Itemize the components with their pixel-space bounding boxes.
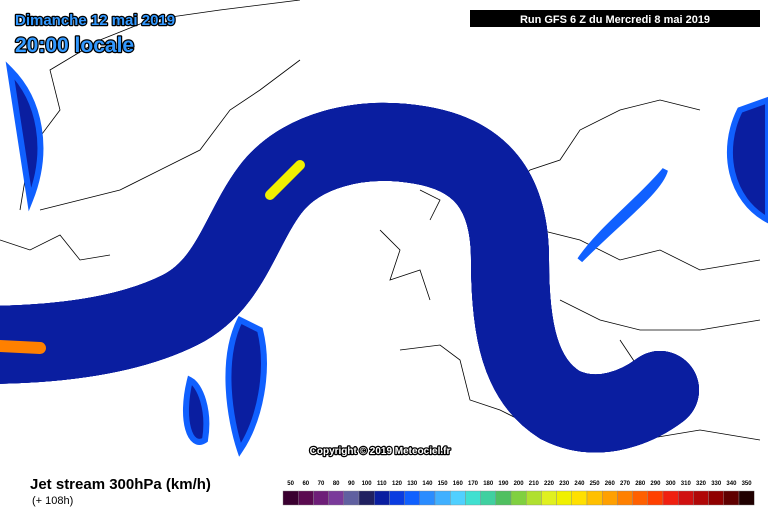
legend-value: 180 (483, 481, 494, 487)
legend-value: 230 (559, 481, 570, 487)
legend-value: 320 (696, 481, 707, 487)
date: Dimanche 12 mai 2019 (15, 12, 175, 29)
legend: 50 60 70 80 90 100 110 120 130 140 150 160 170 180 190… (282, 481, 755, 506)
legend-swatch (571, 490, 588, 506)
legend-value: 210 (529, 481, 540, 487)
legend-swatch (419, 490, 436, 506)
copyright: Copyright © 2019 Meteociel.fr (310, 446, 451, 457)
legend-swatch (434, 490, 451, 506)
legend-swatch (617, 490, 633, 506)
legend-swatch (526, 490, 542, 506)
footer-title: Jet stream 300hPa (km/h) (30, 476, 211, 493)
legend-value: 250 (590, 481, 601, 487)
legend-swatch (602, 490, 618, 506)
legend-value: 190 (498, 481, 509, 487)
legend-value: 100 (362, 481, 373, 487)
run-info: Run GFS 6 Z du Mercredi 8 mai 2019 (520, 14, 710, 26)
legend-value: 290 (650, 481, 661, 487)
legend-swatch (298, 490, 314, 506)
legend-swatch (647, 490, 664, 506)
legend-value: 60 (302, 481, 309, 487)
legend-swatch (465, 490, 481, 506)
jet-stream (0, 142, 699, 413)
legend-value: 150 (438, 481, 449, 487)
legend-value: 110 (377, 481, 387, 487)
legend-swatch (738, 490, 755, 506)
legend-value: 350 (742, 481, 753, 487)
legend-value: 90 (348, 481, 355, 487)
legend-swatch (586, 490, 603, 506)
legend-swatch (556, 490, 572, 506)
legend-value: 200 (514, 481, 525, 487)
legend-value: 140 (422, 481, 433, 487)
run-box (470, 10, 760, 27)
legend-value: 70 (318, 481, 325, 487)
time: 20:00 locale (15, 34, 134, 57)
legend-value: 280 (635, 481, 646, 487)
legend-value: 300 (666, 481, 677, 487)
legend-swatch (662, 490, 679, 506)
legend-swatch (389, 490, 405, 506)
legend-swatch (708, 490, 724, 506)
legend-swatch (510, 490, 527, 506)
legend-swatch (480, 490, 497, 506)
legend-value: 270 (620, 481, 631, 487)
legend-value: 80 (333, 481, 340, 487)
legend-value: 160 (453, 481, 464, 487)
legend-swatch (282, 490, 299, 506)
legend-value: 310 (681, 481, 692, 487)
legend-swatch (693, 490, 709, 506)
legend-value: 260 (605, 481, 616, 487)
legend-value: 340 (726, 481, 737, 487)
legend-swatch (328, 490, 345, 506)
legend-swatch (541, 490, 557, 506)
legend-swatch (404, 490, 421, 506)
legend-value: 130 (407, 481, 418, 487)
legend-swatch (358, 490, 375, 506)
legend-value: 220 (544, 481, 555, 487)
legend-swatch (343, 490, 360, 506)
legend-swatch (374, 490, 390, 506)
legend-value: 120 (392, 481, 403, 487)
legend-value: 240 (574, 481, 585, 487)
legend-swatch (450, 490, 466, 506)
legend-value: 330 (711, 481, 722, 487)
legend-swatch (495, 490, 512, 506)
legend-swatch (723, 490, 740, 506)
legend-swatch (678, 490, 694, 506)
legend-swatch (632, 490, 648, 506)
lead-time: (+ 108h) (32, 495, 73, 507)
legend-value: 50 (287, 481, 294, 487)
legend-value: 170 (468, 481, 479, 487)
legend-swatch (313, 490, 329, 506)
